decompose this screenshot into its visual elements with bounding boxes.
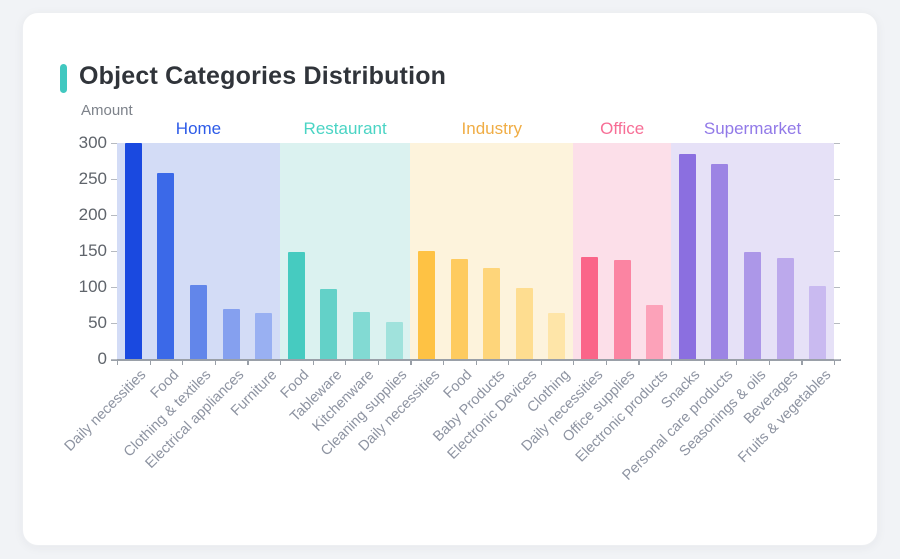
- bar-restaurant-1: [320, 289, 338, 359]
- group-label-supermarket: Supermarket: [703, 119, 802, 138]
- bar-supermarket-0: [678, 153, 696, 359]
- bar-supermarket-4: [809, 285, 827, 359]
- x-axis-tick: [573, 360, 575, 365]
- y-axis-tick-right: [834, 143, 840, 145]
- bar-supermarket-1: [711, 163, 729, 359]
- bar-office-1: [613, 259, 631, 359]
- x-axis-tick: [312, 360, 314, 365]
- chart-card: Object Categories Distribution Amount 0 5…: [22, 12, 878, 546]
- bar-office-2: [646, 305, 664, 359]
- bar-home-3: [222, 309, 240, 359]
- y-axis-tick-right: [834, 179, 840, 181]
- y-axis-tick-left: [111, 215, 117, 217]
- bar-home-2: [189, 284, 207, 359]
- x-axis-tick: [638, 360, 640, 365]
- bar-supermarket-3: [776, 258, 794, 359]
- y-axis-tick-left: [111, 323, 117, 325]
- x-axis-tick: [703, 360, 705, 365]
- y-tick-label: 250: [78, 169, 107, 188]
- bar-home-4: [255, 312, 273, 359]
- bar-industry-2: [483, 268, 501, 359]
- x-axis-tick: [475, 360, 477, 365]
- y-axis-tick-left: [111, 251, 117, 253]
- x-axis-tick: [508, 360, 510, 365]
- y-axis-tick-right: [834, 287, 840, 289]
- bar-industry-0: [418, 251, 436, 359]
- y-tick-label: 100: [78, 277, 107, 296]
- x-axis-tick: [377, 360, 379, 365]
- group-label-industry: Industry: [461, 119, 523, 138]
- y-tick-label: 300: [78, 133, 107, 152]
- y-axis-tick-left: [111, 179, 117, 181]
- x-axis-tick: [801, 360, 803, 365]
- x-axis-tick: [768, 360, 770, 365]
- x-axis-tick: [182, 360, 184, 365]
- group-label-office: Office: [600, 119, 645, 138]
- x-axis-tick: [540, 360, 542, 365]
- bar-home-1: [157, 173, 175, 359]
- bar-industry-1: [450, 258, 468, 359]
- bar-supermarket-2: [744, 251, 762, 359]
- y-axis-title: Amount: [81, 102, 133, 119]
- bar-restaurant-2: [352, 312, 370, 359]
- y-axis-tick-left: [111, 287, 117, 289]
- bar-office-0: [581, 256, 599, 359]
- bar-restaurant-3: [385, 322, 403, 359]
- y-axis-tick-left: [111, 143, 117, 145]
- x-axis-tick: [605, 360, 608, 365]
- x-axis-tick: [410, 360, 412, 365]
- x-axis-tick: [149, 360, 151, 365]
- bar-restaurant-0: [287, 251, 305, 359]
- x-axis-tick: [834, 360, 836, 365]
- x-axis-tick: [442, 360, 445, 365]
- bar-home-0: [124, 143, 142, 359]
- page-title: Object Categories Distribution: [79, 62, 447, 90]
- y-axis-tick-right: [834, 323, 840, 325]
- y-tick-label: 0: [97, 349, 107, 368]
- group-label-restaurant: Restaurant: [303, 119, 387, 138]
- x-axis-tick: [345, 360, 347, 365]
- y-axis-tick-right: [834, 359, 840, 361]
- x-axis-tick: [117, 360, 119, 365]
- x-axis-tick: [279, 360, 282, 365]
- x-axis-tick: [736, 360, 738, 365]
- y-tick-label: 150: [78, 241, 107, 260]
- bar-industry-3: [515, 287, 533, 359]
- title-accent-bar: [60, 64, 67, 93]
- y-tick-label: 50: [88, 313, 107, 332]
- bar-industry-4: [548, 312, 566, 359]
- group-label-home: Home: [175, 119, 222, 138]
- y-axis-tick-right: [834, 251, 840, 253]
- y-tick-label: 200: [78, 205, 107, 224]
- x-axis-line: [111, 359, 841, 361]
- y-axis-tick-right: [834, 215, 840, 217]
- x-axis-tick: [247, 360, 249, 365]
- plot-area: [117, 143, 834, 359]
- y-axis-tick-left: [111, 359, 117, 361]
- x-axis-tick: [671, 360, 673, 365]
- x-axis-tick: [214, 360, 216, 365]
